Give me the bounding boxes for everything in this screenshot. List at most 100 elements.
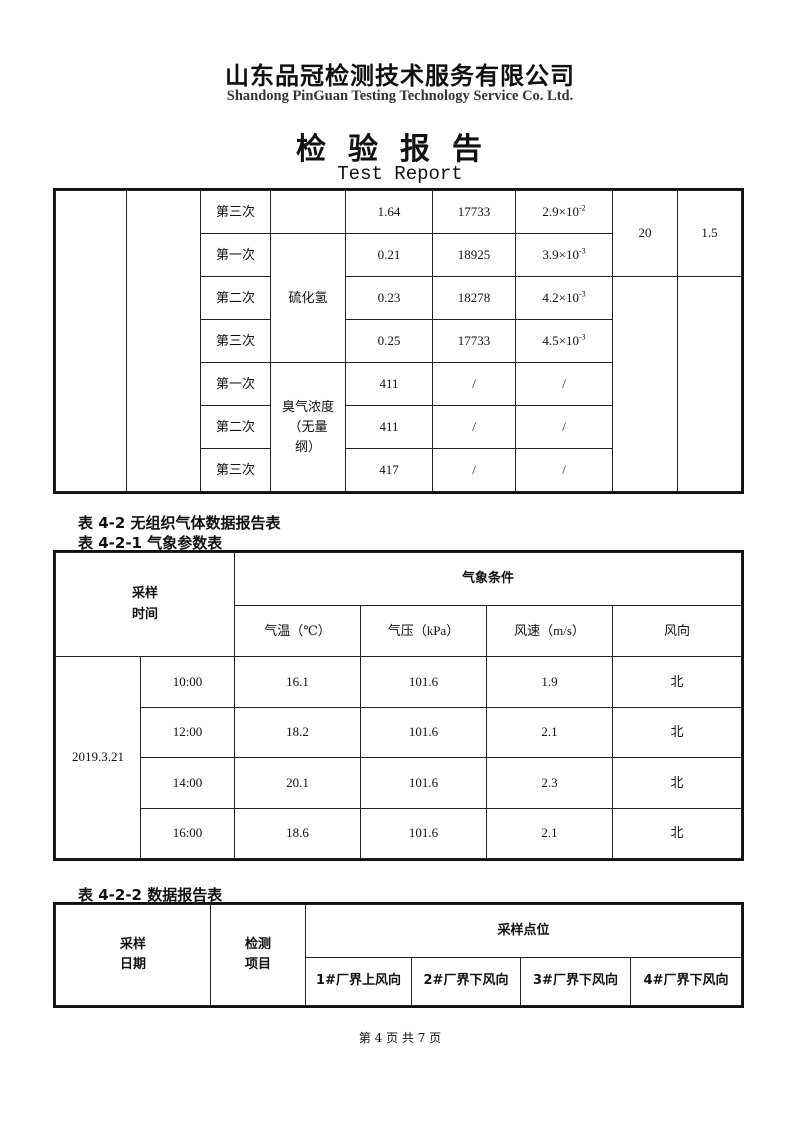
table-row: 第三次 1.64 17733 2.9×10-2 20 1.5 — [55, 190, 742, 492]
time-cell: 10:00 — [139, 656, 236, 708]
concentration-cell: 1.64 — [345, 190, 433, 234]
rate-cell: 4.5×10-3 — [515, 319, 613, 363]
press-cell: 101.6 — [360, 656, 488, 708]
flow-cell: / — [432, 405, 516, 449]
concentration-cell: 0.23 — [345, 276, 433, 320]
point-2: 2#厂界下风向 — [411, 957, 521, 1006]
table-row: 12:00 18.2 101.6 2.1 北 — [56, 706, 743, 758]
dir-cell: 北 — [612, 706, 743, 758]
rate-cell: 2.9×10-2 — [515, 190, 613, 234]
rate-mantissa: 3.9×10 — [542, 246, 579, 262]
blank-cell — [677, 276, 742, 492]
round-cell: 第二次 — [200, 405, 271, 449]
stack-height-cell: 20 — [612, 190, 678, 277]
rate-cell: 3.9×10-3 — [515, 233, 613, 277]
time-cell: 14:00 — [139, 757, 236, 809]
dir-cell: 北 — [612, 757, 743, 809]
blank-cell — [55, 190, 127, 492]
flow-cell: 17733 — [432, 319, 516, 363]
rate-exponent: -2 — [578, 203, 586, 213]
round-cell: 第一次 — [200, 233, 271, 277]
item-cell: 臭气浓度（无量纲） — [270, 362, 346, 492]
rate-mantissa: / — [562, 461, 566, 477]
rate-mantissa: 4.2×10 — [542, 289, 579, 305]
rate-mantissa: / — [562, 418, 566, 434]
item-cell — [270, 190, 346, 234]
report-title-en: Test Report — [337, 163, 463, 185]
time-cell: 12:00 — [139, 706, 236, 758]
round-cell: 第三次 — [200, 448, 271, 492]
rate-exponent: -3 — [578, 332, 586, 342]
wind-cell: 2.1 — [486, 706, 614, 758]
dir-cell: 北 — [612, 807, 743, 859]
point-4: 4#厂界下风向 — [629, 957, 743, 1006]
rate-cell: / — [515, 448, 613, 492]
report-title: 检验报告 — [296, 132, 504, 167]
table-row: 14:00 20.1 101.6 2.3 北 — [56, 757, 743, 809]
concentration-cell: 411 — [345, 362, 433, 406]
rate-mantissa: 4.5×10 — [542, 332, 579, 348]
header-temperature: 气温（℃） — [234, 605, 362, 657]
press-cell: 101.6 — [360, 807, 488, 859]
temp-cell: 18.6 — [234, 807, 362, 859]
table-row: 第一次 硫化氢 0.21 18925 3.9×10-3 — [56, 233, 742, 363]
company-name: 山东品冠检测技术服务有限公司 — [225, 62, 575, 90]
table-row: 第一次 臭气浓度（无量纲） 411// — [56, 362, 742, 492]
blank-cell — [126, 190, 201, 492]
dir-cell: 北 — [612, 656, 743, 708]
round-cell: 第三次 — [200, 319, 271, 363]
rate-exponent: -3 — [578, 289, 586, 299]
table-4-2-2-caption: 表 4-2-2 数据报告表 — [78, 886, 223, 904]
header-wind-speed: 风速（m/s） — [486, 605, 614, 657]
header-weather-conditions: 气象条件 — [234, 552, 743, 606]
flow-cell: 18925 — [432, 233, 516, 277]
press-cell: 101.6 — [360, 757, 488, 809]
table-row: 第二次 0.23 18278 4.2×10-3 — [56, 276, 742, 492]
weather-table: 采样 时间 气象条件 气温（℃） 气压（kPa） 风速（m/s） 风向 2019… — [52, 550, 745, 861]
stack-diameter-cell: 1.5 — [677, 190, 742, 277]
table-row: 16:00 18.6 101.6 2.1 北 — [56, 807, 743, 859]
wind-cell: 2.3 — [486, 757, 614, 809]
round-cell: 第一次 — [200, 362, 271, 406]
round-cell: 第二次 — [200, 276, 271, 320]
page-footer: 第 4 页 共 7 页 — [358, 1031, 442, 1045]
concentration-cell: 411 — [345, 405, 433, 449]
header-wind-direction: 风向 — [612, 605, 743, 657]
rate-cell: / — [515, 405, 613, 449]
wind-cell: 1.9 — [486, 656, 614, 708]
flow-cell: 17733 — [432, 190, 516, 234]
table-row: 第三次 0.25 17733 4.5×10-3 — [56, 319, 742, 363]
concentration-cell: 417 — [345, 448, 433, 492]
concentration-cell: 0.21 — [345, 233, 433, 277]
company-name-en: Shandong PinGuan Testing Technology Serv… — [226, 88, 574, 104]
header-sampling-date: 采样 日期 — [55, 904, 211, 1006]
rate-cell: / — [515, 362, 613, 406]
rate-exponent: -3 — [578, 246, 586, 256]
temp-cell: 18.2 — [234, 706, 362, 758]
rate-mantissa: 2.9×10 — [542, 203, 579, 219]
table-row: 第三次 417// — [56, 448, 742, 492]
concentration-cell: 0.25 — [345, 319, 433, 363]
table-row: 2019.3.21 10:00 16.1 101.6 1.9 北 — [55, 656, 743, 859]
header-sampling-time: 采样 时间 — [54, 552, 236, 657]
point-1: 1#厂界上风向 — [305, 957, 412, 1006]
header-pressure: 气压（kPa） — [360, 605, 488, 657]
rate-cell: 4.2×10-3 — [515, 276, 613, 320]
table-4-2-1-caption: 表 4-2-1 气象参数表 — [78, 534, 223, 552]
table-4-2-caption: 表 4-2 无组织气体数据报告表 — [78, 514, 281, 532]
rate-mantissa: / — [562, 375, 566, 391]
flow-cell: / — [432, 448, 516, 492]
flow-cell: / — [432, 362, 516, 406]
wind-cell: 2.1 — [486, 807, 614, 859]
flow-cell: 18278 — [432, 276, 516, 320]
temp-cell: 20.1 — [234, 757, 362, 809]
blank-cell — [612, 276, 678, 492]
point-3: 3#厂界下风向 — [520, 957, 631, 1006]
time-cell: 16:00 — [139, 807, 236, 859]
round-cell: 第三次 — [200, 190, 271, 234]
emission-table-continued: 第三次 1.64 17733 2.9×10-2 20 1.5 第一次 硫化氢 0.21 18925… — [53, 188, 744, 494]
data-report-table: 采样 日期 检测 项目 采样点位 1#厂界上风向 2#厂界下风向 3#厂界下风向… — [52, 902, 745, 1008]
header-sampling-points: 采样点位 — [304, 904, 743, 958]
press-cell: 101.6 — [360, 706, 488, 758]
temp-cell: 16.1 — [234, 656, 362, 708]
